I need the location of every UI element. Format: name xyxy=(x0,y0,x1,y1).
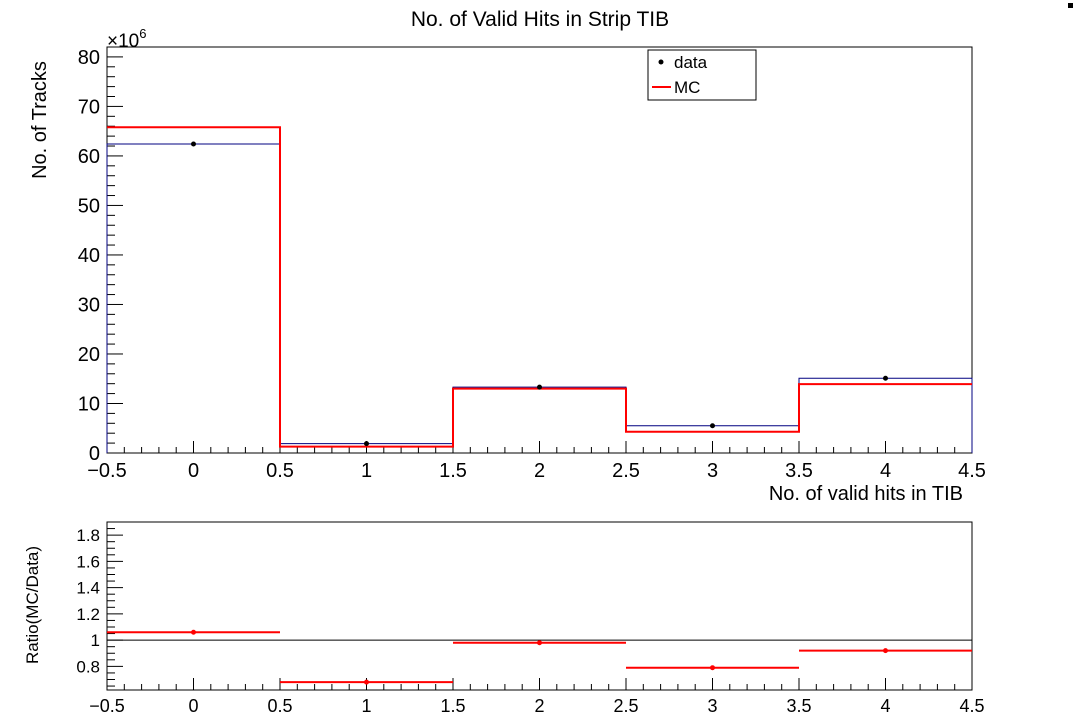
y-multiplier-base: ×10 xyxy=(107,31,139,52)
data-point xyxy=(364,441,369,447)
ratio-x-tick-label: 1.5 xyxy=(440,696,465,716)
y-tick-label: 10 xyxy=(78,393,100,415)
legend-box xyxy=(647,49,757,101)
y-tick-label: 40 xyxy=(78,245,100,267)
x-tick-label: 4 xyxy=(880,460,891,482)
ratio-point xyxy=(883,648,888,654)
ratio-x-tick-label: 3.5 xyxy=(786,696,811,716)
x-tick-label: 1 xyxy=(361,460,372,482)
y-tick-label: 50 xyxy=(78,195,100,217)
ratio-x-tick-label: 4.5 xyxy=(959,696,984,716)
ratio-y-tick-label: 0.8 xyxy=(76,657,100,676)
x-tick-label: 2.5 xyxy=(612,460,640,482)
corner-mark xyxy=(1068,3,1073,8)
ratio-x-tick-label: 3 xyxy=(707,696,717,716)
data-point xyxy=(883,375,888,381)
ratio-x-tick-label: 2.5 xyxy=(613,696,638,716)
x-tick-label: 0.5 xyxy=(266,460,294,482)
legend-data-marker xyxy=(658,59,664,65)
ratio-y-tick-label: 1.6 xyxy=(76,552,100,571)
ratio-point xyxy=(364,679,369,685)
data-histogram-outline xyxy=(106,143,973,453)
ratio-axes: 0.8 1 1.2 1.4 1.6 1.8 −0.5 0 0.5 1 1.5 2 2.5 3 3.5 4 4.5 xyxy=(76,521,985,716)
x-tick-label: 1.5 xyxy=(439,460,467,482)
ratio-point xyxy=(710,665,715,671)
ratio-x-tick-label: 0 xyxy=(188,696,198,716)
ratio-y-tick-label: 1.8 xyxy=(76,526,100,545)
data-point xyxy=(191,141,196,147)
x-tick-label: −0.5 xyxy=(87,460,126,482)
legend-data-label: data xyxy=(674,53,708,72)
data-point xyxy=(537,384,542,390)
ratio-x-tick-label: 1 xyxy=(361,696,371,716)
ratio-x-tick-label: −0.5 xyxy=(89,696,125,716)
ratio-point xyxy=(191,629,196,635)
x-tick-label: 2 xyxy=(534,460,545,482)
ratio-y-tick-label: 1 xyxy=(91,631,100,650)
y-axis-label: No. of Tracks xyxy=(29,61,51,179)
ratio-series xyxy=(107,629,972,685)
ratio-point xyxy=(537,640,542,646)
y-tick-label: 30 xyxy=(78,294,100,316)
chart-title: No. of Valid Hits in Strip TIB xyxy=(411,8,669,31)
ratio-y-axis-label: Ratio(MC/Data) xyxy=(23,546,42,664)
ratio-x-tick-label: 4 xyxy=(880,696,890,716)
x-axis-label: No. of valid hits in TIB xyxy=(769,483,963,505)
x-tick-label: 0 xyxy=(188,460,199,482)
ratio-y-tick-label: 1.4 xyxy=(76,579,100,598)
y-tick-label: 80 xyxy=(78,47,100,69)
y-tick-label: 70 xyxy=(78,96,100,118)
mc-step-line xyxy=(107,126,972,448)
y-multiplier: ×106 xyxy=(107,26,146,52)
ratio-x-tick-label: 0.5 xyxy=(267,696,292,716)
ratio-x-tick-label: 2 xyxy=(534,696,544,716)
data-point xyxy=(710,423,715,429)
y-tick-label: 0 xyxy=(89,443,100,465)
legend: data MC xyxy=(647,49,757,101)
x-tick-label: 3.5 xyxy=(785,460,813,482)
y-multiplier-exponent: 6 xyxy=(139,26,146,41)
ratio-plot-frame xyxy=(106,521,973,691)
x-tick-label: 4.5 xyxy=(958,460,986,482)
ratio-y-tick-label: 1.2 xyxy=(76,605,100,624)
x-tick-label: 3 xyxy=(707,460,718,482)
y-tick-label: 20 xyxy=(78,344,100,366)
legend-mc-label: MC xyxy=(674,78,700,97)
top-plot-frame xyxy=(106,46,973,454)
top-series xyxy=(106,126,973,453)
y-tick-label: 60 xyxy=(78,146,100,168)
